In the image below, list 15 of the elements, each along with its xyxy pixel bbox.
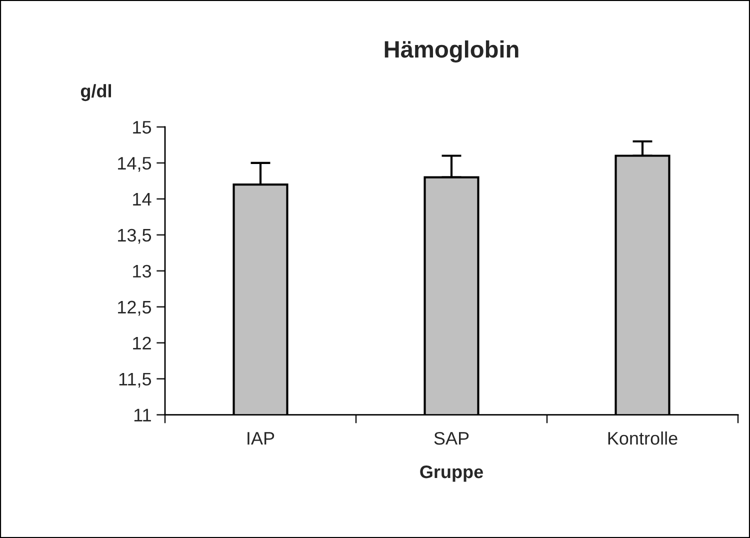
x-tick-label: IAP bbox=[248, 432, 274, 445]
chart-title: Hämoglobin bbox=[384, 40, 518, 63]
x-tick-label: SAP bbox=[434, 432, 469, 445]
y-tick-label: 15 bbox=[133, 121, 152, 134]
x-axis-title: Gruppe bbox=[420, 465, 483, 482]
y-tick-label: 13 bbox=[133, 264, 152, 278]
y-tick-label: 13,5 bbox=[118, 228, 152, 244]
y-tick-label: 12 bbox=[133, 336, 151, 350]
y-tick-label: 12,5 bbox=[118, 300, 152, 316]
y-tick-label: 14,5 bbox=[118, 157, 152, 172]
y-tick-label: 14 bbox=[133, 193, 152, 206]
y-axis-title: g/dl bbox=[80, 84, 112, 102]
y-tick-label: 11 bbox=[134, 408, 151, 422]
y-tick-label: 11,5 bbox=[119, 372, 152, 388]
x-tick-label: Kontrolle bbox=[608, 431, 678, 445]
